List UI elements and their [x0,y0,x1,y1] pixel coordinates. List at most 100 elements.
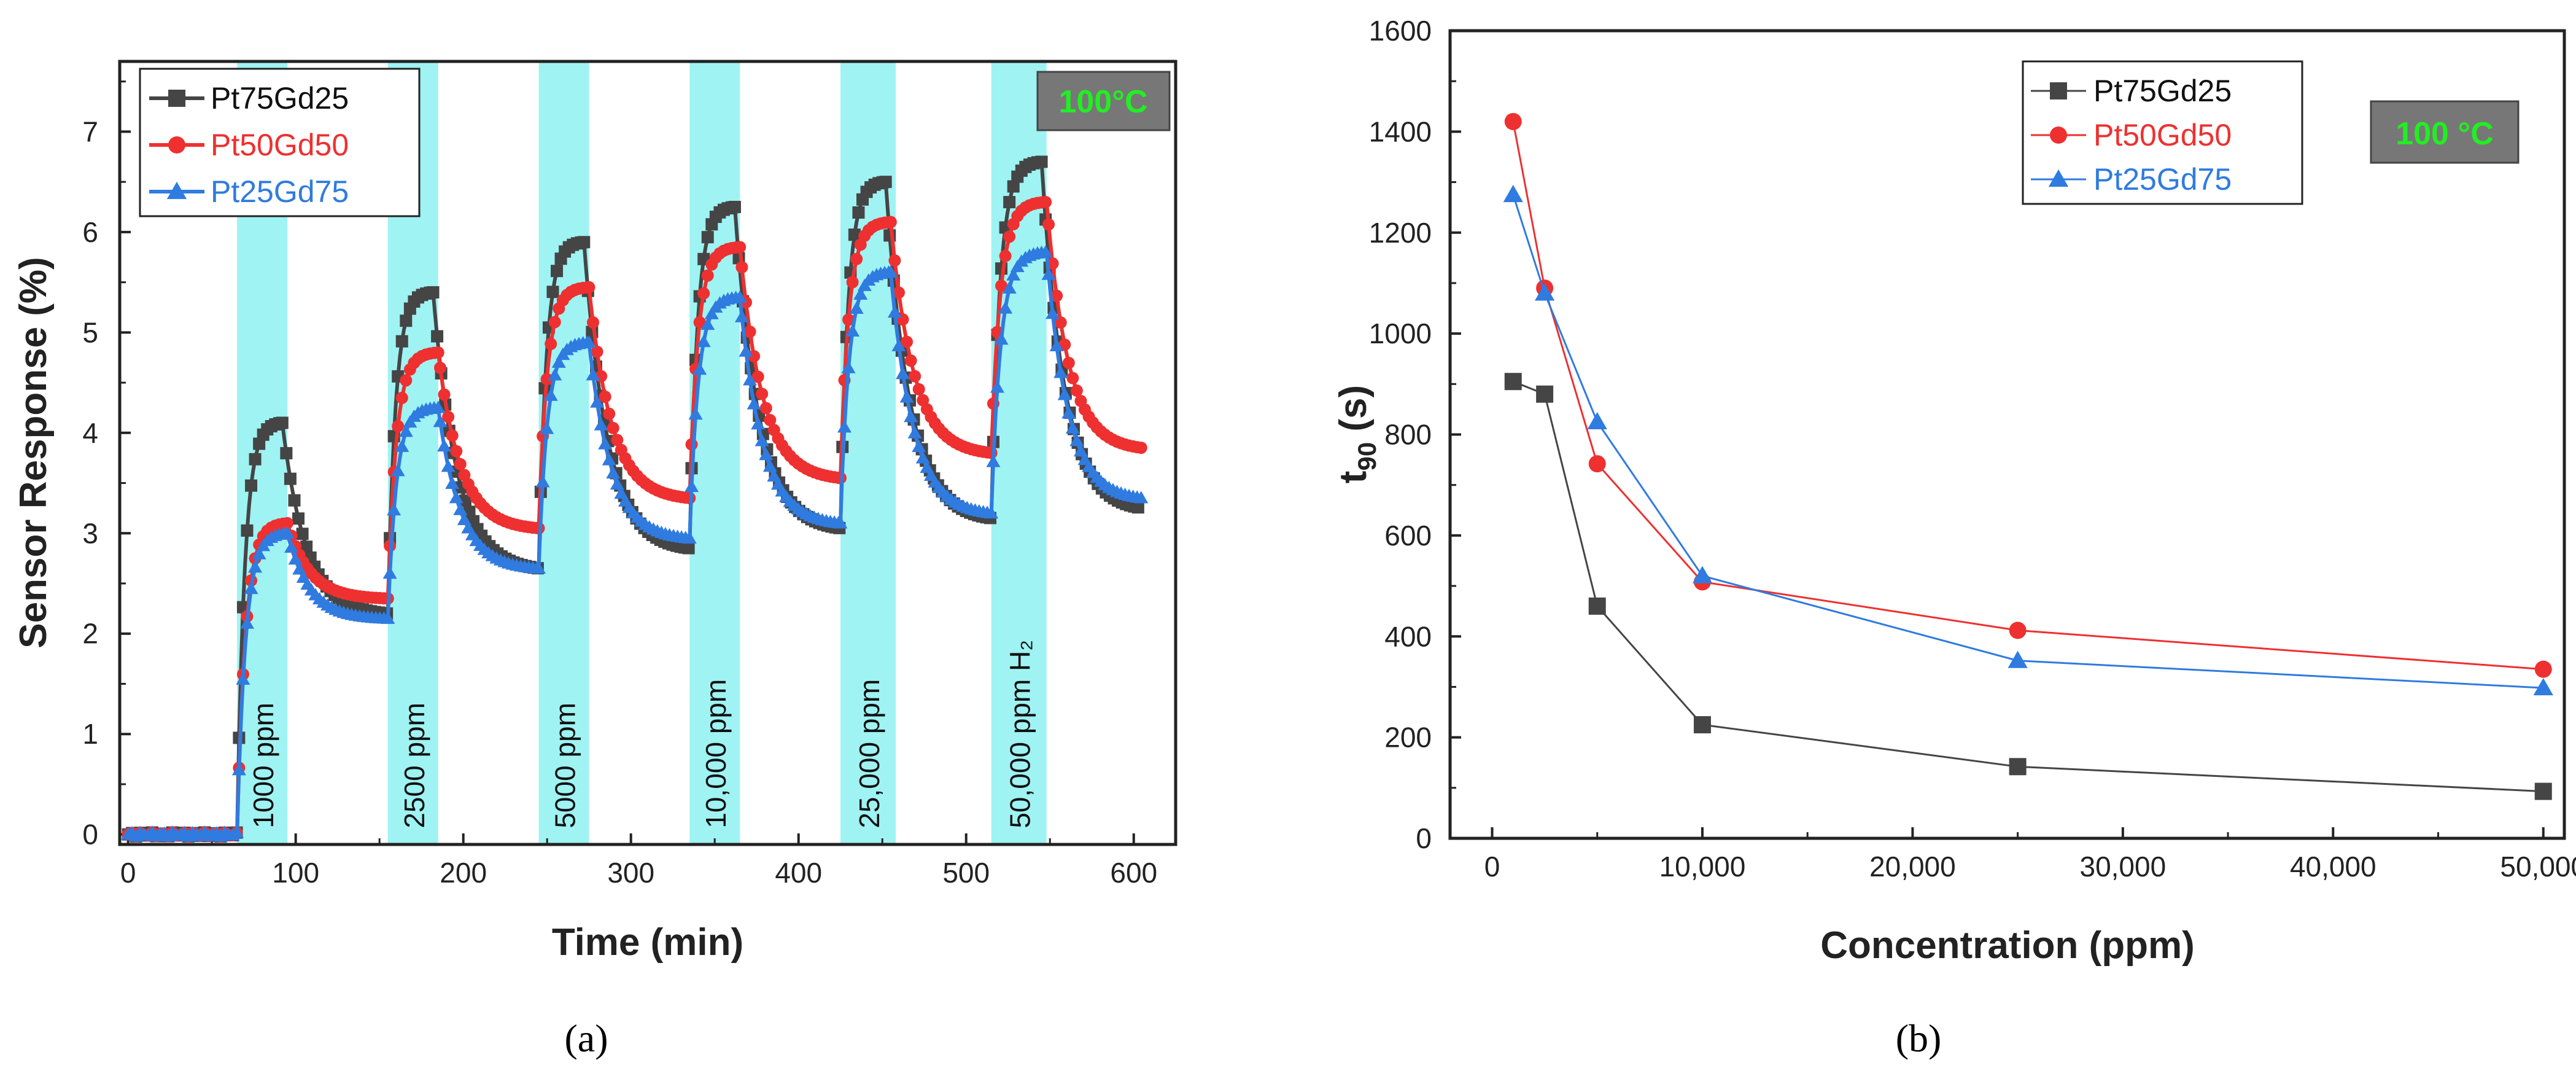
data-point [899,390,914,403]
data-point [888,254,901,267]
data-point [296,528,309,540]
data-point [548,316,561,329]
x-tick-label: 100 [272,857,319,889]
x-tick-label: 10,000 [1659,851,1746,883]
data-point [2008,650,2028,668]
legend-marker [2050,127,2067,144]
data-point [548,368,562,381]
data-point [438,388,451,401]
data-point [598,437,613,450]
data-point [449,491,464,504]
data-point [392,419,405,432]
data-point [276,416,289,429]
panel-b-ticks: 0 10,000 20,000 30,000 40,000 50,000 0 200 400 60… [1369,15,2576,883]
data-point [848,228,861,241]
y-tick-label: 0 [1416,822,1432,854]
data-point [883,265,898,278]
data-point [739,344,753,357]
data-point [682,531,697,544]
data-point [756,388,769,400]
data-point [1134,491,1149,504]
panel-a-series [121,155,1149,843]
data-point [1535,283,1555,301]
data-point [990,380,1005,393]
data-point [692,362,707,375]
data-point [984,506,999,519]
data-point [288,494,301,507]
data-point [755,434,769,446]
data-point [245,479,258,492]
data-point [1049,338,1064,351]
data-point [759,448,774,461]
data-point [543,388,558,401]
exposure-band [538,61,589,844]
data-point [546,286,559,298]
data-point [551,355,566,368]
data-point [1066,372,1079,384]
data-point [611,434,624,446]
y-tick-label: 5 [82,316,98,348]
data-point [700,318,715,330]
data-point [1692,566,1713,583]
data-point [453,502,468,515]
data-point [849,301,864,314]
data-point [693,316,706,329]
data-point [743,373,758,386]
y-tick-label: 4 [82,417,98,449]
data-point [1587,411,1607,430]
x-tick-label: 30,000 [2079,851,2166,883]
y-tick-label: 600 [1384,520,1432,552]
data-point [540,421,554,434]
data-point [590,395,605,408]
legend-label: Pt50Gd50 [2093,118,2232,152]
data-point [459,494,471,507]
y-tick-label: 1000 [1369,318,1432,349]
data-point [909,370,921,383]
data-point [892,286,905,299]
data-point [1536,385,1554,403]
data-point [764,414,777,427]
data-point [599,390,611,403]
data-point [845,324,860,337]
data-point [728,201,741,214]
data-point [390,464,405,477]
data-point [891,338,906,351]
exposure-band-label: 5000 ppm [549,703,581,828]
data-point [241,524,254,537]
legend-label: Pt75Gd25 [211,81,349,115]
legend-marker [2048,169,2069,187]
data-point [732,290,747,303]
data-point [300,540,313,553]
data-point [1135,442,1147,454]
data-point [231,763,246,776]
data-point [912,383,925,396]
data-point [1503,185,1523,203]
data-point [850,252,863,265]
data-point [1069,434,1084,446]
data-point [912,439,926,453]
data-point [281,516,294,529]
data-point [606,466,621,479]
exposure-band-label: 50,000 ppm H₂ [1004,640,1036,828]
panel-b-x-axis-title: Concentration (ppm) [1820,924,2195,967]
y-tick-label: 7 [82,115,98,147]
data-point [2533,677,2553,696]
data-point [1073,444,1088,457]
data-point [381,611,395,624]
x-tick-label: 50,000 [2500,851,2576,883]
data-point [1054,316,1067,329]
data-point [853,287,868,300]
data-point [735,261,748,274]
data-point [545,337,557,350]
data-point [904,410,918,423]
data-point [685,438,698,451]
data-point [395,335,408,348]
data-point [751,417,766,430]
data-point [1588,455,1606,473]
data-point [1002,281,1017,294]
data-point [239,616,254,629]
data-point [998,301,1013,314]
panel-b-y-axis-title-unit: (s) [1332,385,1375,442]
x-tick-label: 20,000 [1869,851,1956,883]
series-Pt25Gd75 [121,245,1149,842]
